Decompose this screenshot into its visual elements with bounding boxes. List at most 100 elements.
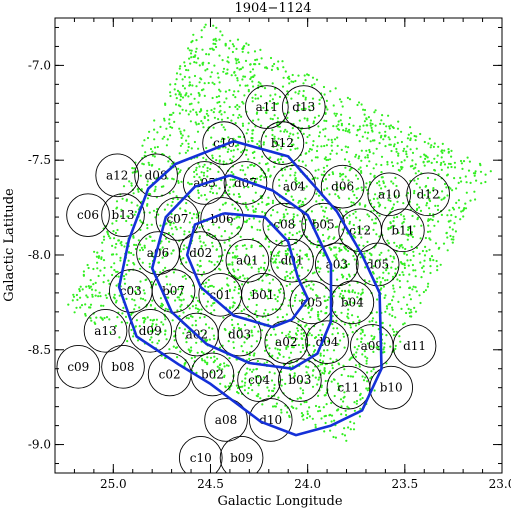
star-point bbox=[322, 349, 326, 352]
star-point bbox=[156, 131, 159, 134]
star-point bbox=[255, 303, 258, 307]
star-point bbox=[308, 332, 311, 335]
star-point bbox=[459, 159, 463, 163]
star-point bbox=[237, 287, 241, 291]
star-point bbox=[96, 251, 99, 254]
star-point bbox=[253, 156, 256, 159]
star-point bbox=[200, 120, 203, 123]
star-point bbox=[171, 126, 174, 129]
star-point bbox=[182, 311, 185, 314]
star-point bbox=[191, 324, 194, 327]
star-point bbox=[339, 339, 342, 342]
star-point bbox=[247, 158, 250, 161]
star-point bbox=[403, 264, 406, 267]
star-point bbox=[183, 61, 186, 64]
field-circle bbox=[101, 193, 145, 237]
star-point bbox=[389, 199, 392, 203]
star-point bbox=[332, 172, 335, 176]
star-point bbox=[396, 215, 399, 219]
star-point bbox=[308, 105, 311, 108]
star-point bbox=[363, 120, 366, 123]
star-point bbox=[330, 248, 333, 251]
star-point bbox=[304, 79, 307, 82]
field-label: d13 bbox=[292, 100, 315, 114]
star-point bbox=[173, 88, 176, 91]
star-point bbox=[326, 217, 329, 220]
star-point bbox=[250, 226, 254, 229]
star-point bbox=[84, 303, 87, 306]
star-point bbox=[144, 317, 147, 321]
star-point bbox=[141, 261, 144, 264]
star-point bbox=[219, 363, 222, 366]
star-point bbox=[316, 383, 319, 386]
star-point bbox=[395, 147, 398, 151]
star-point bbox=[161, 303, 164, 307]
star-point bbox=[252, 354, 256, 357]
star-point bbox=[243, 186, 246, 189]
star-point bbox=[332, 327, 335, 330]
star-point bbox=[191, 296, 194, 299]
star-point bbox=[326, 108, 329, 111]
star-point bbox=[415, 147, 418, 150]
star-point bbox=[257, 118, 260, 121]
star-point bbox=[299, 387, 302, 390]
star-point bbox=[316, 156, 319, 159]
star-point bbox=[288, 330, 291, 333]
star-point bbox=[196, 130, 200, 133]
star-point bbox=[327, 372, 331, 375]
star-point bbox=[342, 266, 345, 270]
star-point bbox=[262, 376, 265, 379]
star-point bbox=[322, 406, 325, 409]
star-point bbox=[277, 137, 280, 140]
star-point bbox=[234, 286, 237, 289]
field-label: b10 bbox=[380, 381, 403, 395]
star-point bbox=[301, 389, 305, 392]
star-point bbox=[321, 360, 325, 363]
star-point bbox=[244, 373, 247, 376]
star-point bbox=[229, 330, 232, 333]
field-circle bbox=[204, 398, 248, 442]
star-point bbox=[358, 394, 362, 397]
star-point bbox=[247, 392, 250, 395]
star-point bbox=[406, 145, 409, 148]
star-point bbox=[297, 259, 300, 262]
star-point bbox=[153, 155, 156, 158]
star-point bbox=[233, 207, 237, 210]
star-point bbox=[183, 87, 186, 90]
star-point bbox=[409, 308, 412, 311]
star-point bbox=[301, 298, 304, 301]
star-point bbox=[275, 341, 278, 344]
star-point bbox=[219, 109, 222, 112]
star-point bbox=[138, 306, 141, 309]
star-point bbox=[110, 253, 114, 256]
star-point bbox=[188, 230, 191, 233]
star-point bbox=[373, 335, 376, 338]
star-point bbox=[371, 139, 375, 142]
star-point bbox=[241, 122, 244, 125]
x-tick-label: 24.0 bbox=[294, 477, 321, 491]
star-point bbox=[214, 42, 217, 46]
star-point bbox=[336, 144, 339, 147]
star-point bbox=[236, 77, 239, 80]
star-point bbox=[220, 118, 224, 121]
star-point bbox=[322, 240, 325, 243]
star-point bbox=[345, 413, 348, 417]
star-point bbox=[460, 162, 463, 165]
star-point bbox=[331, 171, 334, 174]
star-point bbox=[153, 239, 156, 242]
star-point bbox=[366, 342, 369, 345]
star-point bbox=[259, 229, 262, 232]
star-point bbox=[179, 73, 182, 76]
field-circle bbox=[248, 398, 293, 442]
star-point bbox=[340, 100, 343, 103]
star-point bbox=[273, 87, 277, 90]
star-point bbox=[330, 420, 333, 423]
star-point bbox=[453, 166, 457, 169]
star-point bbox=[208, 260, 211, 263]
star-point bbox=[383, 134, 386, 137]
star-point bbox=[347, 317, 350, 320]
star-point bbox=[319, 409, 322, 412]
star-point bbox=[276, 266, 279, 269]
star-point bbox=[179, 105, 182, 108]
star-point bbox=[249, 63, 252, 66]
